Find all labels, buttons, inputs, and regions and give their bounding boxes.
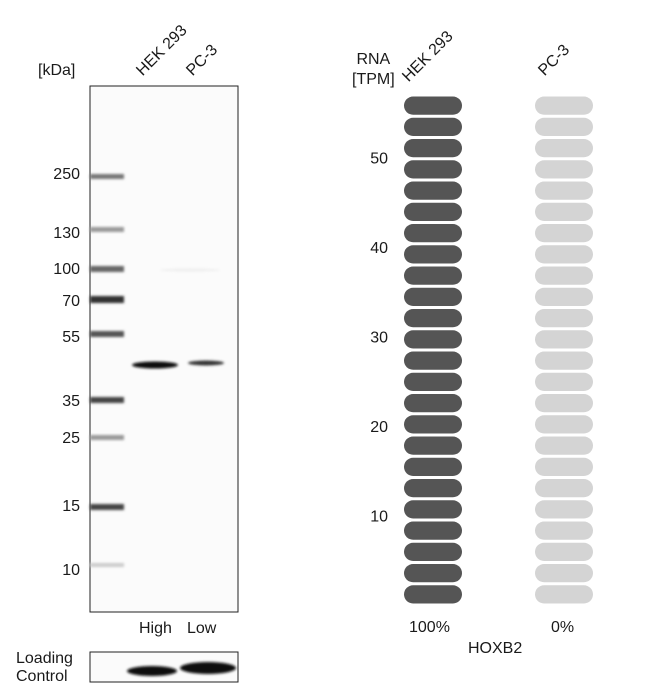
marker-label-100: 100: [53, 261, 80, 278]
rna-bar-segment-hek293-10: [404, 394, 462, 413]
rna-bar-segment-hek293-11: [404, 372, 462, 391]
rna-bar-segment-pc3-6: [535, 479, 593, 498]
ladder-band-100: [90, 266, 124, 272]
rna-bar-segment-pc3-7: [535, 457, 593, 476]
marker-label-10: 10: [62, 562, 80, 579]
rna-bar-segment-pc3-18: [535, 224, 593, 243]
gene-name-label: HOXB2: [468, 640, 523, 657]
rna-bar-segment-hek293-23: [404, 117, 462, 136]
ladder-band-10: [90, 563, 124, 567]
rna-value-label-hek293: 100%: [409, 619, 450, 636]
rna-bar-segment-pc3-5: [535, 500, 593, 519]
rna-bar-segment-pc3-9: [535, 415, 593, 434]
ladder-band-70: [90, 296, 124, 303]
ladder-band-130: [90, 227, 124, 232]
rna-axis-label: RNA [TPM]: [352, 50, 395, 90]
rna-ytick-label-30: 30: [370, 330, 388, 347]
rna-bar-segment-pc3-13: [535, 330, 593, 349]
loading-control-label: Loading Control: [16, 650, 73, 686]
rna-bar-segment-hek293-13: [404, 330, 462, 349]
rna-bar-segment-pc3-16: [535, 266, 593, 285]
ladder-band-15: [90, 504, 124, 510]
rna-bar-segment-hek293-4: [404, 521, 462, 540]
rna-bar-segment-hek293-24: [404, 96, 462, 115]
loading-band-hek293: [127, 666, 177, 676]
rna-ytick-label-10: 10: [370, 509, 388, 526]
ladder-band-25: [90, 435, 124, 440]
rna-bar-segment-pc3-8: [535, 436, 593, 455]
rna-bar-segment-hek293-3: [404, 542, 462, 561]
rna-bar-segment-pc3-23: [535, 117, 593, 136]
blot-membrane: [89, 85, 239, 613]
ladder-band-250: [90, 174, 124, 179]
rna-bar-segment-hek293-1: [404, 585, 462, 604]
lane-level-high: High: [139, 620, 172, 637]
rna-ytick-label-40: 40: [370, 240, 388, 257]
marker-label-250: 250: [53, 166, 80, 183]
rna-bar-segment-hek293-18: [404, 224, 462, 243]
loading-control-label-line2: Control: [16, 668, 68, 685]
rna-bar-segment-hek293-15: [404, 287, 462, 306]
rna-bar-segment-hek293-9: [404, 415, 462, 434]
rna-bar-segment-hek293-20: [404, 181, 462, 200]
rna-bar-segment-pc3-20: [535, 181, 593, 200]
marker-label-55: 55: [62, 329, 80, 346]
loading-control-label-line1: Loading: [16, 650, 73, 667]
loading-band-pc3: [180, 662, 236, 674]
band-pc3: [188, 360, 224, 366]
marker-label-25: 25: [62, 430, 80, 447]
rna-bar-segment-hek293-16: [404, 266, 462, 285]
rna-bar-segment-pc3-12: [535, 351, 593, 370]
rna-axis-label-line2: [TPM]: [352, 71, 395, 88]
ladder-band-55: [90, 331, 124, 337]
rna-bar-segment-pc3-11: [535, 372, 593, 391]
rna-bar-segment-hek293-21: [404, 160, 462, 179]
rna-bar-segment-hek293-5: [404, 500, 462, 519]
rna-bar-segment-hek293-8: [404, 436, 462, 455]
rna-bar-segment-pc3-1: [535, 585, 593, 604]
rna-bar-segment-pc3-21: [535, 160, 593, 179]
rna-bar-segment-hek293-22: [404, 139, 462, 158]
faint-band: [160, 268, 220, 272]
rna-bar-segment-pc3-2: [535, 564, 593, 583]
rna-bar-segment-pc3-14: [535, 309, 593, 328]
band-hek293: [132, 361, 178, 369]
rna-bar-segment-pc3-3: [535, 542, 593, 561]
rna-bar-segment-hek293-7: [404, 457, 462, 476]
rna-bar-segment-hek293-12: [404, 351, 462, 370]
lane-level-low: Low: [187, 620, 217, 637]
marker-label-35: 35: [62, 393, 80, 410]
ladder-bands: [90, 174, 124, 567]
rna-bar-segment-hek293-19: [404, 202, 462, 221]
rna-bar-segment-hek293-14: [404, 309, 462, 328]
rna-bar-segment-pc3-19: [535, 202, 593, 221]
rna-bar-segment-pc3-15: [535, 287, 593, 306]
rna-axis-label-line1: RNA: [356, 51, 391, 68]
rna-bar-segment-hek293-6: [404, 479, 462, 498]
rna-value-label-pc3: 0%: [551, 619, 575, 636]
rna-bar-segment-pc3-4: [535, 521, 593, 540]
ladder-band-35: [90, 397, 124, 403]
rna-bar-segment-pc3-24: [535, 96, 593, 115]
marker-label-130: 130: [53, 225, 80, 242]
marker-label-70: 70: [62, 293, 80, 310]
rna-bar-segment-pc3-10: [535, 394, 593, 413]
rna-bar-segment-pc3-22: [535, 139, 593, 158]
rna-bar-segment-hek293-2: [404, 564, 462, 583]
rna-ytick-label-20: 20: [370, 419, 388, 436]
rna-bar-segment-hek293-17: [404, 245, 462, 264]
rna-bar-segment-pc3-17: [535, 245, 593, 264]
kda-unit-label: [kDa]: [38, 62, 76, 79]
marker-label-15: 15: [62, 498, 80, 515]
rna-ytick-label-50: 50: [370, 151, 388, 168]
